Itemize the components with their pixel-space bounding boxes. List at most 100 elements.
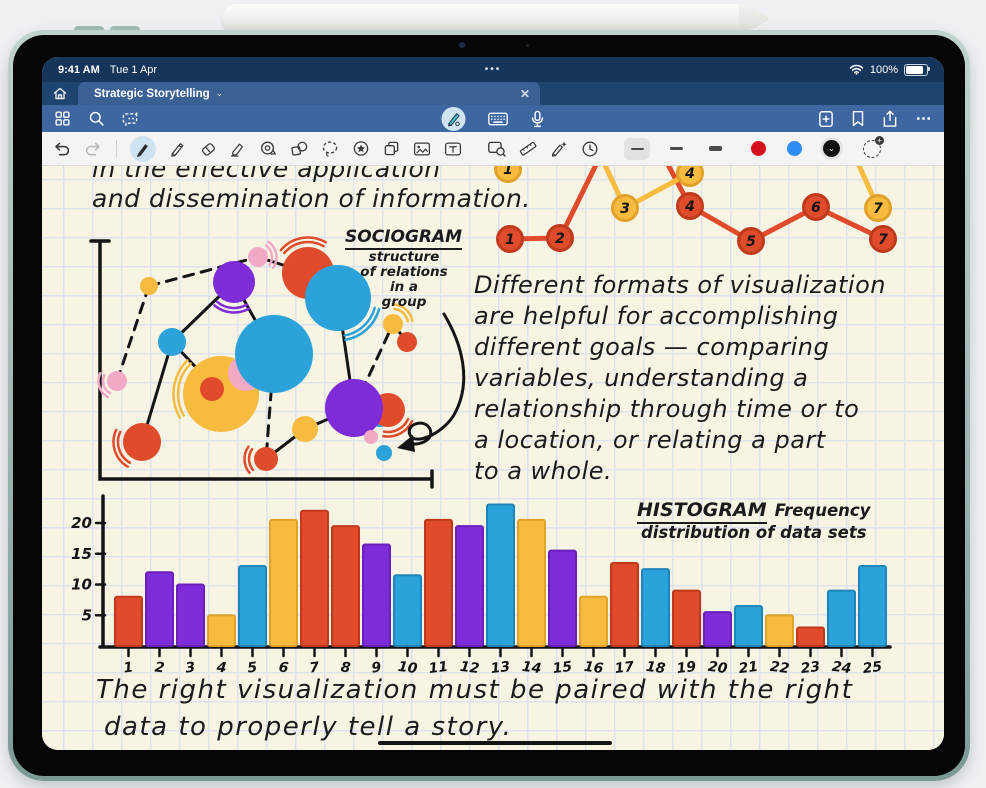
svg-text:7: 7: [309, 659, 321, 676]
svg-text:3: 3: [185, 659, 197, 676]
svg-text:8: 8: [340, 659, 352, 676]
svg-text:1: 1: [123, 659, 135, 676]
ai-pen-tool-icon[interactable]: [550, 140, 568, 157]
pencil-tool-icon[interactable]: [169, 140, 186, 157]
add-page-icon[interactable]: [818, 110, 834, 128]
svg-text:15: 15: [552, 659, 574, 677]
svg-text:4: 4: [684, 166, 695, 182]
share-icon[interactable]: [882, 110, 898, 128]
keyboard-icon[interactable]: [488, 111, 509, 127]
svg-text:5: 5: [247, 659, 259, 676]
bookmark-icon[interactable]: [851, 110, 865, 127]
svg-text:4: 4: [215, 659, 228, 676]
svg-text:19: 19: [676, 659, 698, 677]
svg-text:1: 1: [505, 232, 515, 248]
undo-icon[interactable]: [52, 140, 71, 157]
stroke-width-thick[interactable]: [702, 146, 728, 151]
svg-text:21: 21: [738, 659, 759, 677]
svg-text:5: 5: [82, 606, 92, 624]
more-options-icon[interactable]: [915, 110, 932, 127]
note-paragraph: Different formats of visualization are h…: [474, 271, 886, 485]
battery-icon: [904, 63, 930, 76]
assistant-chat-icon[interactable]: [122, 110, 140, 127]
image-tool-icon[interactable]: [413, 141, 431, 157]
zoom-window-tool-icon[interactable]: [487, 140, 506, 157]
apple-pencil: [222, 4, 740, 33]
ipad-bezel: 9:41 AM Tue 1 Apr ••• 100% Strategic Sto…: [13, 35, 965, 776]
toolbar-divider: [116, 139, 117, 158]
redo-icon[interactable]: [84, 140, 103, 157]
tab-title: Strategic Storytelling: [94, 87, 210, 100]
pen-mode-button[interactable]: [441, 106, 466, 131]
sociogram-subtitle: structure of relations in a group: [360, 249, 448, 310]
tab-close-icon[interactable]: ✕: [519, 86, 530, 101]
multitask-dots-icon[interactable]: •••: [484, 64, 502, 75]
note-top-line2: and dissemination of information.: [92, 184, 531, 213]
shapes-tool-icon[interactable]: [290, 140, 308, 157]
svg-text:4: 4: [684, 199, 695, 215]
clock-time: 9:41 AM: [58, 63, 100, 76]
svg-text:13: 13: [490, 659, 511, 677]
svg-text:18: 18: [645, 659, 667, 677]
fountain-pen-tool-selected[interactable]: [130, 135, 156, 162]
stroke-width-thin-selected[interactable]: [624, 137, 650, 160]
histogram-label: HISTOGRAM Frequency distribution of data …: [637, 499, 871, 542]
stroke-width-medium[interactable]: [663, 147, 689, 150]
svg-text:6: 6: [811, 200, 821, 216]
svg-text:16: 16: [583, 659, 605, 677]
clock-date: Tue 1 Apr: [109, 63, 158, 76]
color-black-swatch-selected[interactable]: ⌄: [823, 140, 840, 157]
apple-pencil-tip: [739, 4, 768, 33]
text-tool-icon[interactable]: [444, 141, 462, 157]
svg-text:24: 24: [831, 659, 852, 677]
svg-text:1: 1: [503, 166, 513, 178]
svg-text:17: 17: [614, 659, 636, 677]
note-top-line1: in the effective application: [92, 166, 441, 183]
thumbnails-grid-icon[interactable]: [54, 110, 71, 127]
eraser-tool-icon[interactable]: [199, 140, 216, 157]
chevron-down-icon[interactable]: ⌄: [215, 88, 224, 98]
svg-text:15: 15: [71, 545, 92, 563]
fountain-pen-icon: [136, 143, 148, 157]
home-button[interactable]: [42, 82, 78, 105]
svg-text:12: 12: [459, 659, 480, 677]
tab-bar: Strategic Storytelling ⌄ ✕: [42, 82, 944, 105]
note-canvas[interactable]: 1 2 4 5 6 7 1 3 4 7 5 10 15 20 1 2 3 4 5 6 7 8 9 10 11 12 13 14 15 16…: [42, 166, 944, 750]
main-toolbar: [42, 105, 944, 132]
status-bar: 9:41 AM Tue 1 Apr ••• 100%: [42, 57, 944, 82]
svg-text:23: 23: [800, 659, 821, 677]
svg-text:10: 10: [397, 659, 419, 677]
svg-text:25: 25: [862, 659, 884, 677]
home-icon: [53, 87, 67, 100]
timer-tool-icon[interactable]: [581, 140, 599, 158]
tab-strategic-storytelling[interactable]: Strategic Storytelling ⌄ ✕: [78, 82, 540, 105]
microphone-icon[interactable]: [531, 110, 545, 128]
add-color-swatch[interactable]: +: [863, 135, 884, 158]
svg-text:2: 2: [555, 231, 565, 247]
highlighter-tool-icon[interactable]: [229, 140, 246, 157]
ruler-tool-icon[interactable]: [519, 140, 537, 157]
note-bottom: The right visualization must be paired w…: [96, 675, 854, 742]
battery-percent: 100%: [869, 63, 898, 76]
sensor-dot: [526, 44, 529, 47]
active-pen-icon: [447, 112, 460, 126]
color-blue-swatch[interactable]: [787, 141, 802, 156]
svg-text:14: 14: [521, 659, 542, 677]
search-icon[interactable]: [88, 110, 105, 127]
sticky-notes-tool-icon[interactable]: [383, 140, 400, 157]
svg-text:20: 20: [71, 514, 92, 532]
svg-text:6: 6: [278, 659, 290, 676]
lasso-tool-icon[interactable]: [321, 140, 339, 157]
tape-tool-icon[interactable]: [259, 140, 277, 157]
ipad-device: 9:41 AM Tue 1 Apr ••• 100% Strategic Sto…: [8, 30, 970, 781]
front-camera: [459, 42, 465, 48]
svg-text:11: 11: [428, 659, 449, 677]
svg-text:22: 22: [769, 659, 790, 677]
wifi-icon: [849, 64, 864, 75]
color-red-swatch[interactable]: [751, 141, 766, 156]
sociogram-title: SOCIOGRAM: [345, 227, 463, 250]
drawing-toolbar: ⌄ +: [42, 132, 944, 166]
sticker-tool-icon[interactable]: [352, 140, 370, 157]
svg-text:9: 9: [371, 659, 383, 676]
